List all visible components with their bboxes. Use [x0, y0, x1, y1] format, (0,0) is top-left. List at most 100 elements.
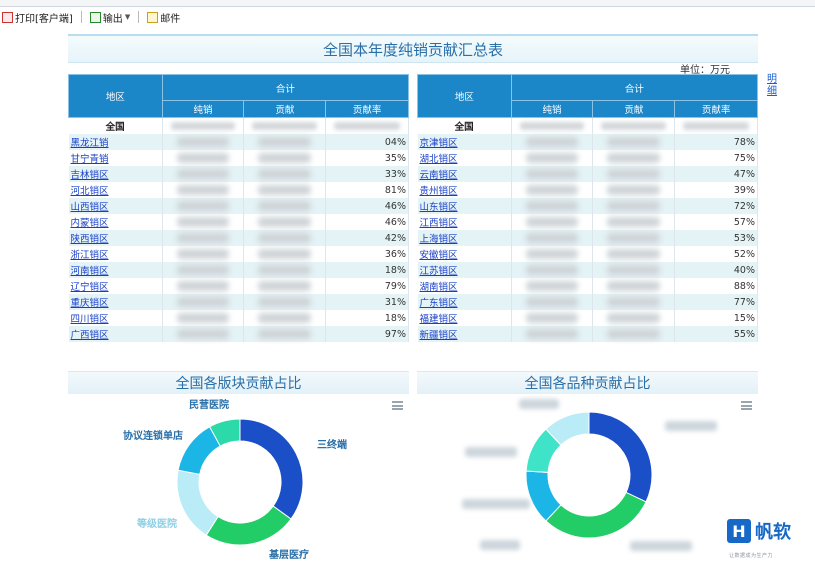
- print-button[interactable]: 打印[客户端]: [2, 10, 73, 25]
- report-title: 全国本年度纯销贡献汇总表: [68, 34, 758, 63]
- region-link[interactable]: 浙江销区: [68, 246, 163, 262]
- donut-slice[interactable]: [208, 418, 241, 447]
- region-link[interactable]: 京津销区: [417, 134, 512, 150]
- region-link[interactable]: 广东销区: [417, 294, 512, 310]
- redacted-cell: [162, 214, 245, 230]
- redacted-cell: [162, 134, 245, 150]
- redacted-cell: [511, 182, 594, 198]
- hamburger-menu-icon[interactable]: [741, 401, 752, 410]
- region-link[interactable]: 湖北销区: [417, 150, 512, 166]
- region-link[interactable]: 安徽销区: [417, 246, 512, 262]
- redacted-cell: [592, 246, 676, 262]
- redacted-cell: [162, 198, 245, 214]
- redacted-cell: [592, 278, 676, 294]
- table-row: 江苏销区 40%: [417, 262, 758, 278]
- region-link[interactable]: 河南销区: [68, 262, 163, 278]
- table-row: 黑龙江销 04%: [68, 134, 409, 150]
- chevron-down-icon[interactable]: ▼: [124, 13, 131, 21]
- region-link[interactable]: 上海销区: [417, 230, 512, 246]
- region-link[interactable]: 河北销区: [68, 182, 163, 198]
- brand-tagline: 让数据成为生产力: [729, 553, 774, 559]
- redacted-cell: [162, 182, 245, 198]
- table-row: 福建销区 15%: [417, 310, 758, 326]
- region-link[interactable]: 云南销区: [417, 166, 512, 182]
- region-link[interactable]: 广西销区: [68, 326, 163, 342]
- segment-donut-chart: [176, 418, 304, 546]
- region-link[interactable]: 甘宁青销: [68, 150, 163, 166]
- donut-slice[interactable]: [545, 491, 647, 539]
- contribution-rate: 97%: [325, 326, 409, 342]
- redacted-cell: [511, 246, 594, 262]
- table-row: 广东销区 77%: [417, 294, 758, 310]
- redacted-cell: [162, 310, 245, 326]
- redacted-cell: [243, 198, 327, 214]
- contribution-rate: 39%: [674, 182, 758, 198]
- contribution-rate: 35%: [325, 150, 409, 166]
- region-link[interactable]: 吉林销区: [68, 166, 163, 182]
- col-header-sales: 纯销: [510, 100, 594, 118]
- donut-slice[interactable]: [588, 411, 653, 503]
- region-link[interactable]: 江苏销区: [417, 262, 512, 278]
- region-link[interactable]: 辽宁销区: [68, 278, 163, 294]
- col-header-region: 地区: [417, 74, 512, 118]
- region-link[interactable]: 重庆销区: [68, 294, 163, 310]
- donut-slice[interactable]: [545, 411, 590, 446]
- redacted-cell: [243, 166, 327, 182]
- redacted-cell: [511, 198, 594, 214]
- redacted-cell: [243, 150, 327, 166]
- region-link[interactable]: 贵州销区: [417, 182, 512, 198]
- redacted-cell: [511, 150, 594, 166]
- redacted-cell: [592, 150, 676, 166]
- table-row: 京津销区 78%: [417, 134, 758, 150]
- donut-slice[interactable]: [239, 418, 304, 520]
- chart-label: 等级医院: [137, 519, 177, 530]
- region-link[interactable]: 内蒙销区: [68, 214, 163, 230]
- contribution-rate: 47%: [674, 166, 758, 182]
- redacted-cell: [243, 278, 327, 294]
- contribution-rate: 40%: [674, 262, 758, 278]
- table-row: 安徽销区 52%: [417, 246, 758, 262]
- donut-slice[interactable]: [205, 505, 292, 546]
- donut-slice[interactable]: [176, 469, 219, 536]
- region-link[interactable]: 黑龙江销: [68, 134, 163, 150]
- redacted-cell: [592, 134, 676, 150]
- chart-title-left: 全国各版块贡献占比: [68, 371, 409, 394]
- export-button[interactable]: 输出 ▼: [89, 10, 131, 25]
- redacted-chart-label: [462, 499, 530, 509]
- mail-button[interactable]: 邮件: [147, 10, 180, 25]
- col-header-contrib: 贡献: [243, 100, 327, 118]
- region-link[interactable]: 新疆销区: [417, 326, 512, 342]
- redacted-chart-label: [480, 540, 520, 550]
- region-link[interactable]: 湖南销区: [417, 278, 512, 294]
- region-link[interactable]: 四川销区: [68, 310, 163, 326]
- region-link[interactable]: 陕西销区: [68, 230, 163, 246]
- region-link[interactable]: 山东销区: [417, 198, 512, 214]
- region-link[interactable]: 福建销区: [417, 310, 512, 326]
- contribution-rate: 31%: [325, 294, 409, 310]
- redacted-chart-label: [465, 447, 517, 457]
- detail-link[interactable]: 明细: [767, 74, 777, 97]
- redacted-cell: [243, 182, 327, 198]
- sales-table-left: 地区 合计 纯销 贡献 贡献率 全国 黑龙江销 04% 甘宁青销 35% 吉林销区 33%…: [68, 74, 410, 342]
- export-label: 输出: [102, 13, 123, 25]
- redacted-cell: [511, 117, 594, 134]
- region-link[interactable]: 江西销区: [417, 214, 512, 230]
- contribution-rate: 53%: [674, 230, 758, 246]
- table-row: 新疆销区 55%: [417, 326, 758, 342]
- region-link[interactable]: 山西销区: [68, 198, 163, 214]
- redacted-cell: [243, 246, 327, 262]
- redacted-cell: [592, 198, 676, 214]
- contribution-rate: 55%: [674, 326, 758, 342]
- chart-label: 协议连锁单店: [123, 431, 183, 442]
- hamburger-menu-icon[interactable]: [392, 401, 403, 410]
- redacted-cell: [592, 310, 676, 326]
- redacted-cell: [162, 294, 245, 310]
- table-row: 辽宁销区 79%: [68, 278, 409, 294]
- redacted-cell: [592, 214, 676, 230]
- mail-label: 邮件: [160, 13, 181, 25]
- table-row: 内蒙销区 46%: [68, 214, 409, 230]
- redacted-chart-label: [665, 421, 717, 431]
- redacted-cell: [162, 117, 245, 134]
- col-header-rate: 贡献率: [674, 100, 758, 118]
- table-row: 云南销区 47%: [417, 166, 758, 182]
